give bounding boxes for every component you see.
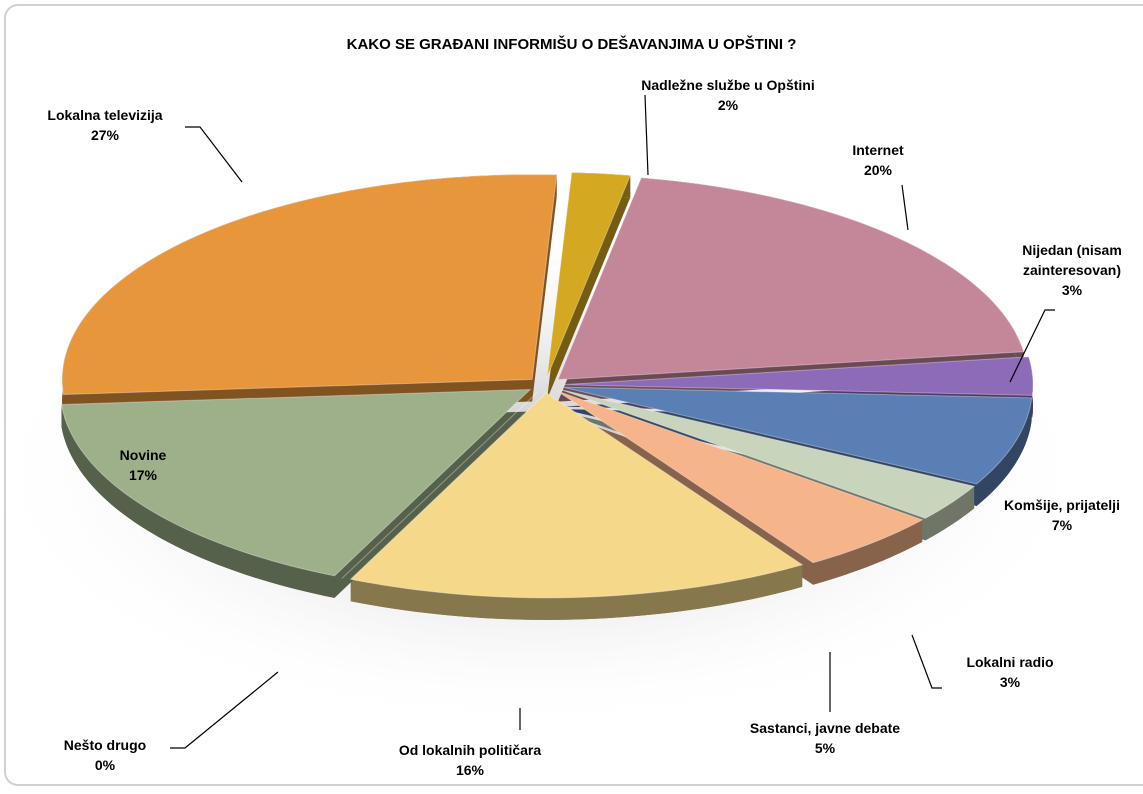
slice-wall <box>925 486 975 541</box>
slice-wall <box>813 519 923 585</box>
chart-title: KAKO SE GRAĐANI INFORMIŠU O DEŠAVANJIMA … <box>346 36 797 53</box>
data-label: Internet 20% <box>818 140 938 180</box>
category-name: Sastanci, javne debate <box>749 720 901 736</box>
data-label: Nešto drugo 0% <box>30 735 180 775</box>
leader-lines <box>170 94 1055 749</box>
slice-wall <box>350 564 803 620</box>
category-name: Nijedan (nisam zainteresovan) <box>1022 242 1122 278</box>
percent-label: 2% <box>717 97 739 113</box>
data-label: Novine 17% <box>83 445 203 485</box>
data-label: Lokalni radio 3% <box>935 652 1085 692</box>
data-label: Lokalna televizija 27% <box>15 105 195 145</box>
slice-wall <box>976 397 1032 506</box>
percent-label: 5% <box>814 740 836 756</box>
data-label: Nadležne službe u Opštini 2% <box>638 75 818 115</box>
slice <box>559 388 976 519</box>
percent-label: 3% <box>999 674 1021 690</box>
slice <box>60 388 532 577</box>
category-name: Novine <box>119 447 167 463</box>
percent-label: 16% <box>455 762 485 778</box>
category-name: Lokalni radio <box>966 654 1054 670</box>
slice <box>349 392 804 599</box>
percent-label: 27% <box>90 127 120 143</box>
category-name: Nešto drugo <box>63 737 147 753</box>
slice <box>557 177 1025 381</box>
category-name: Lokalna televizija <box>47 107 163 123</box>
slice <box>562 386 1033 485</box>
category-name: Od lokalnih političara <box>398 742 542 758</box>
data-label: Sastanci, javne debate 5% <box>715 718 935 758</box>
data-label: Komšije, prijatelji 7% <box>962 495 1143 535</box>
category-name: Komšije, prijatelji <box>1004 497 1120 513</box>
percent-label: 3% <box>1061 282 1083 298</box>
data-label: Nijedan (nisam zainteresovan) 3% <box>997 240 1143 300</box>
percent-label: 7% <box>1051 517 1073 533</box>
slice-wall <box>61 404 335 598</box>
percent-label: 20% <box>863 162 893 178</box>
category-name: Nadležne službe u Opštini <box>641 77 815 93</box>
category-name: Internet <box>852 142 904 158</box>
slice <box>546 171 632 378</box>
data-label: Od lokalnih političara 16% <box>360 740 580 780</box>
slice <box>562 356 1034 396</box>
percent-label: 17% <box>128 467 158 483</box>
slice <box>556 390 924 564</box>
slice <box>61 174 558 396</box>
percent-label: 0% <box>94 757 116 773</box>
